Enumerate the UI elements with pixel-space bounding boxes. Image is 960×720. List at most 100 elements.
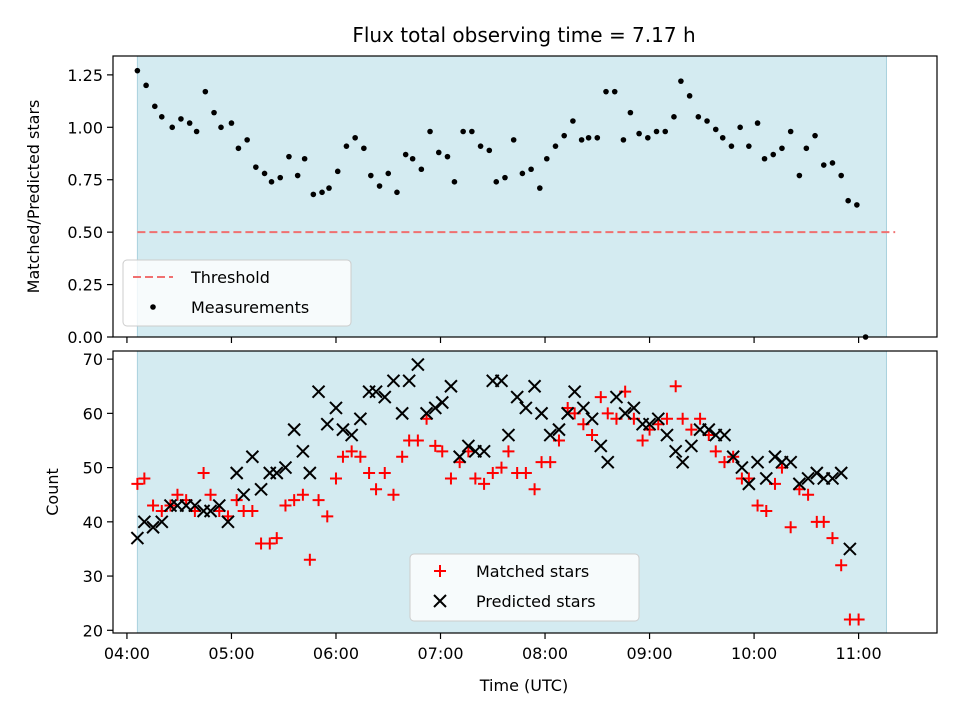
data-point [188,498,202,513]
data-point [387,488,400,501]
data-point [288,494,301,507]
data-point [552,422,566,437]
data-point [627,109,634,116]
data-point [278,460,293,475]
data-point [270,466,284,480]
data-point [578,137,585,143]
data-point [386,374,401,388]
data-point [138,472,151,485]
data-point [784,521,797,534]
data-point [254,482,268,496]
data-point [528,166,534,173]
data-point [651,412,665,426]
data-point [552,143,559,149]
data-point [754,120,761,126]
data-point [131,477,144,490]
data-point [321,510,334,523]
data-point [343,143,350,149]
data-point [510,390,524,404]
data-point [385,170,392,177]
data-point [719,134,726,141]
data-point [585,134,592,141]
data-point [236,488,251,502]
data-point [263,537,276,550]
data-point [418,166,425,173]
data-point [202,88,209,95]
data-point [169,124,176,131]
data-point [229,466,244,480]
data-point [461,439,476,453]
data-point [576,401,591,415]
legend-box [409,553,640,622]
data-point [643,423,656,436]
y-tick-label: 0.75 [67,171,103,190]
data-point [246,504,259,517]
data-point [411,357,425,372]
data-point [779,145,785,152]
data-point [277,174,284,181]
data-point [137,515,152,529]
data-point [561,132,567,139]
data-point [477,444,491,459]
data-point [534,406,549,421]
data-point [378,467,391,480]
data-point [735,460,749,475]
data-point [586,429,599,442]
data-point [760,504,773,517]
data-point [759,471,773,486]
data-point [453,456,466,469]
data-point [528,483,541,496]
data-point [245,450,260,464]
data-point [636,130,642,137]
legend-box [122,259,352,327]
y-tick-label: 30 [83,567,103,586]
data-point [834,466,848,480]
data-point [803,145,810,152]
data-point [829,160,836,166]
data-point [660,428,674,442]
data-point [717,428,732,442]
data-point [787,128,794,135]
data-point [494,374,509,388]
data-point [694,412,707,425]
legend-label: Threshold [190,268,270,287]
data-point [671,114,677,120]
data-point [329,401,343,415]
data-point [270,532,283,545]
data-point [312,494,325,507]
data-point [396,450,409,463]
data-point [320,417,334,431]
data-point [495,461,508,474]
data-point [660,412,673,425]
data-point [420,412,433,425]
data-point [394,189,400,196]
y-axis-label: Matched/Predicted stars [24,100,43,294]
data-point [835,559,848,572]
data-point [344,428,359,442]
data-point [493,179,500,185]
data-point [336,422,350,437]
legend-matched-swatch [434,565,446,577]
x-tick-label: 10:00 [731,644,777,663]
data-point [477,143,484,149]
data-point [704,118,710,124]
y-tick-label: 1.00 [67,118,103,137]
data-point [268,179,275,185]
data-point [712,126,719,133]
data-point [750,455,765,469]
data-point [609,390,624,404]
data-point [336,450,349,463]
data-point [186,120,193,126]
data-point [402,151,409,158]
data-point [478,477,491,490]
x-tick-label: 11:00 [836,644,882,663]
data-point [261,170,268,177]
data-point [218,124,224,131]
data-point [510,137,517,143]
data-point [435,395,449,410]
data-point [155,515,169,529]
data-point [501,428,516,442]
data-point [810,466,824,480]
data-point [611,88,618,95]
data-point [601,407,614,420]
